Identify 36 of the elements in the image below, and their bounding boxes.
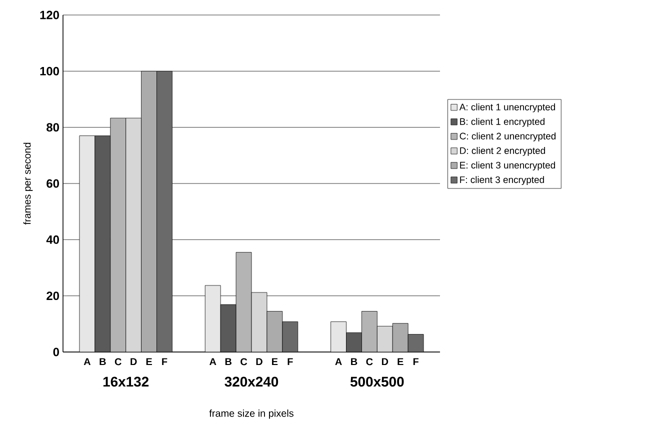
legend-label: C: client 2 unencrypted [460,132,556,142]
text: F [162,358,168,366]
text: D [130,358,137,366]
text: E [146,358,152,366]
legend-label: A: client 1 unencrypted [459,103,556,112]
text: A [210,358,216,366]
legend-label: B: client 1 encrypted [460,118,544,127]
legend-label: E: client 3 unencrypted [460,162,556,170]
x-tick-label: 320x240 [224,376,278,387]
y-tick-label: 80 [46,123,59,132]
text: B [351,358,358,366]
text: A [335,358,342,366]
text: A [84,358,91,366]
text: D [382,358,388,366]
text: C [366,358,373,366]
y-tick-label: 100 [40,66,59,76]
y-axis-title: frames per second [23,142,33,225]
x-tick-label: 16x132 [103,376,149,387]
text: F [288,358,293,366]
y-tick-label: 60 [46,179,59,188]
y-tick-label: 40 [46,235,59,244]
x-axis-title: frame size in pixels [209,410,294,419]
text: C [114,358,122,366]
legend-label: F: client 3 encrypted [460,176,544,185]
text: C [240,358,248,366]
x-tick-label: 500x500 [350,376,404,387]
legend-label: D: client 2 encrypted [460,147,546,156]
text: E [272,358,278,366]
y-tick-label: 20 [46,292,59,300]
text: B [100,358,106,366]
y-tick-label: 0 [53,348,59,356]
text: D [256,358,262,366]
text: B [225,358,232,366]
text: F [413,358,418,366]
y-tick-label: 120 [40,10,59,20]
text: E [398,358,404,366]
